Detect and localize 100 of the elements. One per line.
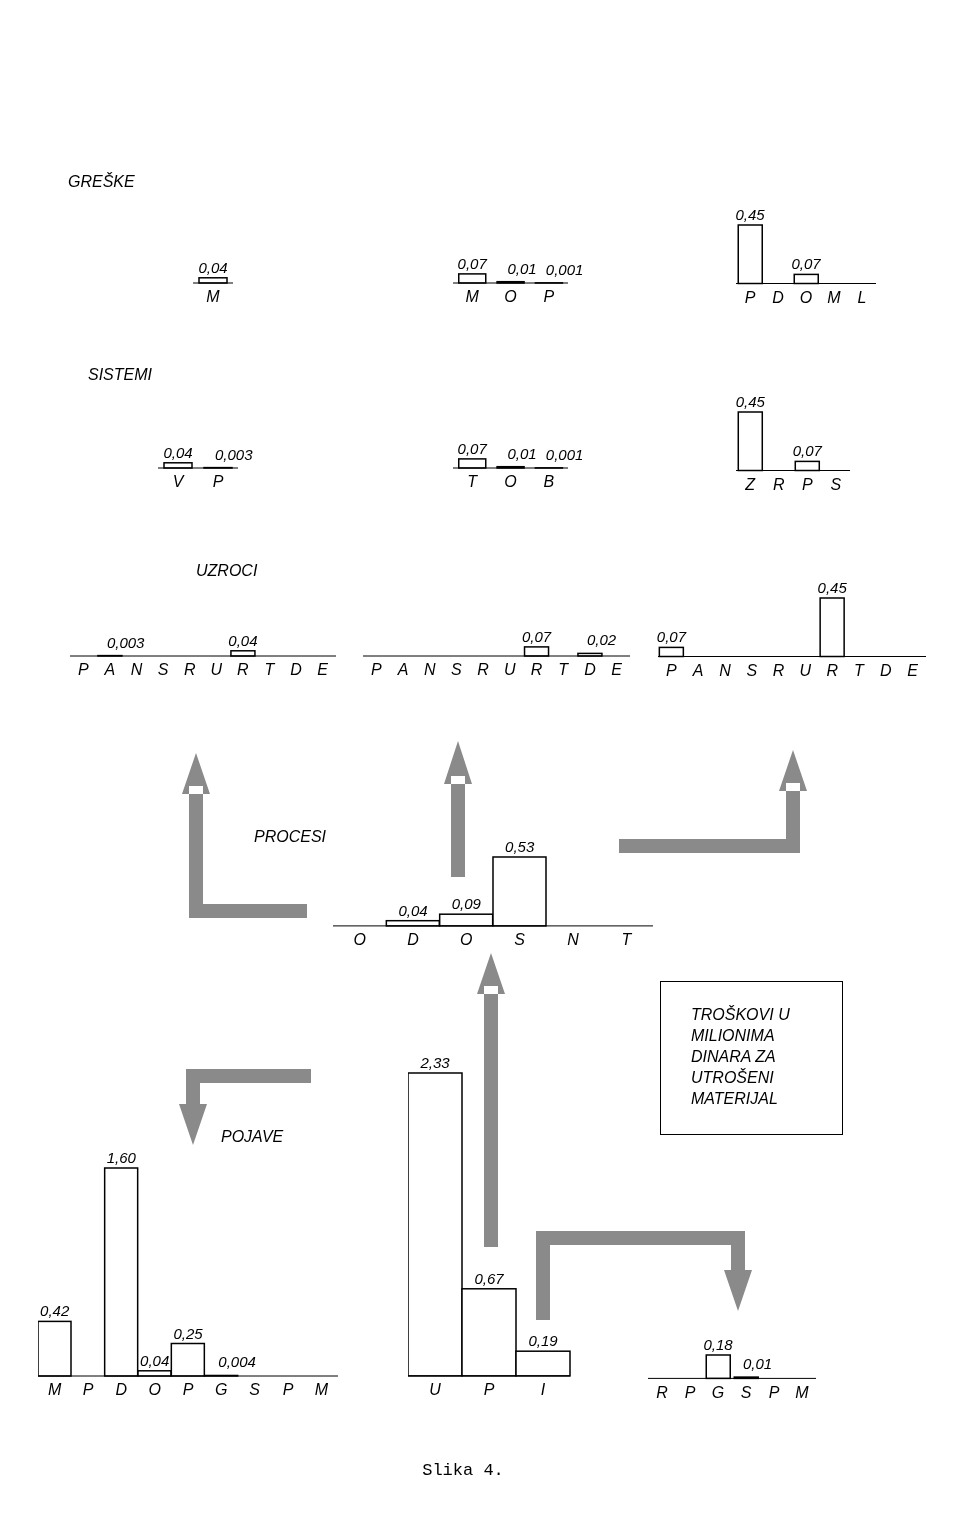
data-label: 0,07 [521,627,552,645]
x-tick-label: O [148,1381,161,1399]
data-label: 0,04 [198,258,228,276]
x-tick-label: P [282,1381,294,1399]
data-label: 0,07 [791,254,822,272]
x-tick-label: N [719,661,732,679]
x-tick-label: R [477,661,490,679]
x-tick-label: P [182,1381,194,1399]
text: TROŠKOVI U MILIONIMA DINARA ZA UTROŠENI MATERIJAL [691,1004,791,1109]
x-tick-label: O [799,288,813,306]
x-tick-label: U [799,661,812,679]
data-label: 0,04 [228,631,258,649]
x-tick-label: O [353,931,366,949]
chart-title: POJAVE [221,1128,284,1146]
x-tick-label: M [465,288,480,306]
x-tick-label: D [772,288,785,306]
x-tick-label: O [504,473,517,491]
x-tick-label: P [212,473,224,491]
x-tick-label: S [157,661,169,679]
x-tick-label: U [210,661,223,679]
x-tick-label: D [290,661,303,679]
x-tick-label: O [504,288,517,306]
x-tick-label: P [666,661,678,679]
x-tick-label: N [130,661,143,679]
x-tick-label: P [483,1381,495,1399]
x-tick-label: N [567,931,580,949]
data-label: 0,07 [457,439,488,457]
data-label: 0,07 [457,254,488,272]
data-label: 0,001 [545,445,584,463]
x-tick-label: A [396,661,409,679]
chart-title: GREŠKE [68,173,135,191]
x-tick-label: S [830,475,842,493]
x-tick-label: D [407,931,420,949]
data-label: 0,04 [163,443,193,461]
x-tick-label: S [514,931,526,949]
x-tick-label: R [183,661,196,679]
x-tick-label: I [540,1381,546,1399]
data-label: 0,01 [743,1354,773,1372]
x-tick-label: P [371,661,383,679]
x-tick-label: P [77,661,89,679]
text: Slika 4. [421,1460,505,1481]
x-tick-label: R [772,661,785,679]
data-label: 0,19 [528,1332,559,1350]
x-tick-label: S [249,1381,261,1399]
data-label: 0,003 [106,633,146,651]
x-tick-label: R [237,661,250,679]
data-label: 0,45 [817,578,848,596]
chart-title: UZROCI [196,562,258,580]
data-label: 0,04 [140,1351,170,1369]
x-tick-label: R [772,475,785,493]
data-label: 0,01 [507,444,537,462]
x-tick-label: R [530,661,543,679]
x-tick-label: E [611,661,623,679]
x-tick-label: T [854,661,866,679]
x-tick-label: R [826,661,839,679]
x-tick-label: E [317,661,329,679]
x-tick-label: P [744,288,756,306]
x-tick-label: E [907,661,919,679]
chart-title: SISTEMI [88,366,153,384]
x-tick-label: L [857,288,867,306]
data-label: 0,42 [40,1302,70,1320]
x-tick-label: G [711,1383,725,1401]
x-tick-label: U [504,661,517,679]
data-label: 0,09 [451,895,482,913]
x-tick-label: S [451,661,463,679]
x-tick-label: M [206,288,221,306]
data-label: 1,60 [106,1149,137,1166]
data-label: 0,003 [215,445,254,463]
x-tick-label: B [543,473,555,491]
data-label: 0,45 [735,205,766,223]
x-tick-label: M [314,1381,329,1399]
x-tick-label: T [558,661,570,679]
x-tick-label: P [684,1383,696,1401]
x-tick-label: D [115,1381,128,1399]
data-label: 0,07 [656,627,687,645]
data-label: 0,001 [545,260,584,278]
x-tick-label: G [215,1381,228,1399]
x-tick-label: R [656,1383,669,1401]
x-tick-label: T [264,661,276,679]
x-tick-label: N [423,661,436,679]
x-tick-label: D [584,661,597,679]
x-tick-label: U [429,1381,442,1399]
x-tick-label: A [103,661,116,679]
data-label: 2,33 [419,1054,451,1072]
data-label: 0,53 [505,838,535,856]
data-label: 0,67 [474,1269,505,1287]
x-tick-label: M [48,1381,62,1399]
x-tick-label: D [880,661,893,679]
data-label: 0,01 [507,259,537,277]
data-label: 0,45 [735,392,766,410]
x-tick-label: T [621,931,633,949]
x-tick-label: T [467,473,479,491]
x-tick-label: M [827,288,842,306]
x-tick-label: S [746,661,758,679]
data-label: 0,02 [586,631,617,649]
x-tick-label: P [768,1383,780,1401]
data-label: 0,18 [703,1335,734,1353]
x-tick-label: S [740,1383,752,1401]
x-tick-label: P [801,475,813,493]
data-label: 0,004 [218,1353,256,1371]
